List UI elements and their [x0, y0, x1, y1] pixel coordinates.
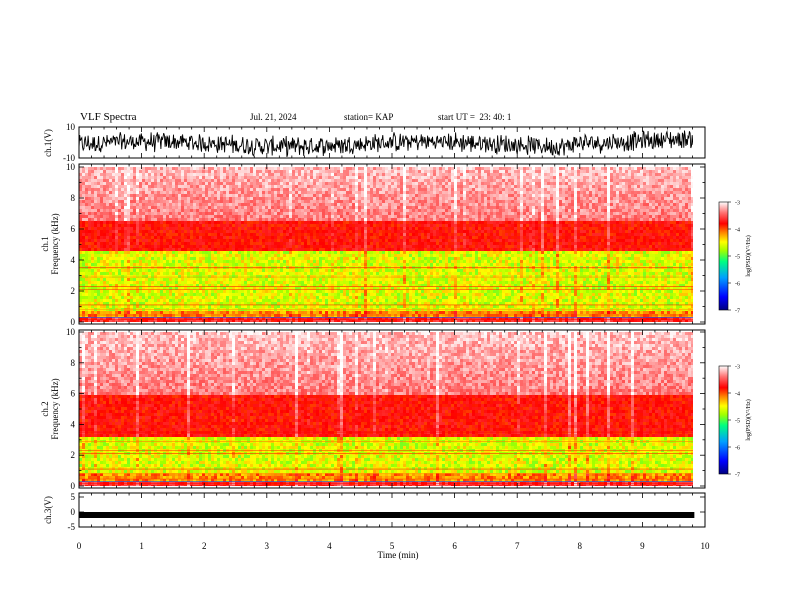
colorbar-ch1-tick-3: -6 — [735, 282, 740, 288]
ch1-waveform-trace — [79, 129, 693, 158]
ch2-spectrogram-ylabel: ch.2 Frequency (kHz) — [40, 378, 60, 439]
ch1-spec-ytick-2: 4 — [71, 255, 76, 265]
ch2-spec-ytick-3: 6 — [71, 389, 76, 399]
ch1-spec-ytick-0: 0 — [71, 317, 76, 327]
x-tick-label-2: 2 — [202, 541, 207, 551]
ch2-spec-ytick-5: 10 — [66, 327, 76, 337]
x-tick-label-4: 4 — [327, 541, 332, 551]
ch2-spec-ytick-1: 2 — [71, 450, 76, 460]
ch2-spectrogram — [79, 332, 693, 486]
start-time-label: start UT = 23: 40: 1 — [438, 112, 511, 122]
ch2-spec-ytick-2: 4 — [71, 419, 76, 429]
x-tick-label-0: 0 — [77, 541, 82, 551]
ch1-spec-cells — [79, 167, 693, 322]
date-label: Jul. 21, 2024 — [250, 112, 297, 122]
x-tick-label-3: 3 — [265, 541, 270, 551]
colorbar-ch1-tick-0: -3 — [735, 201, 740, 207]
colorbar-ch2-label: log(PSD)(V²/Hz) — [745, 399, 752, 440]
colorbar-ch1: -3 -4 -5 -6 -7 log(PSD)(V²/Hz) — [718, 201, 752, 315]
x-axis-label: Time (min) — [378, 550, 419, 560]
x-tick-label-10: 10 — [701, 541, 711, 551]
x-tick-label-6: 6 — [452, 541, 457, 551]
ch1-wave-ytick-0: 10 — [66, 122, 76, 132]
ch1-spectrogram-ylabel: ch.1 Frequency (kHz) — [40, 213, 60, 274]
ch3-waveform-ylabel: ch.3(V) — [43, 496, 53, 524]
ch1-spec-ytick-4: 8 — [71, 193, 76, 203]
ch1-wave-ytick-1: -10 — [63, 153, 75, 163]
x-tick-label-9: 9 — [640, 541, 645, 551]
ch3-wave-ytick-2: -5 — [68, 522, 76, 532]
station-label: station= KAP — [344, 112, 393, 122]
ch1-waveform-ylabel: ch.1(V) — [43, 129, 53, 157]
colorbar-ch2-tick-0: -3 — [735, 365, 740, 371]
x-tick-label-5: 5 — [390, 541, 395, 551]
ch3-wave-ytick-0: 5 — [71, 492, 76, 502]
x-tick-label-1: 1 — [139, 541, 144, 551]
colorbar-ch2-tick-4: -7 — [735, 473, 740, 479]
colorbar-ch1-tick-1: -4 — [735, 228, 740, 234]
ch1-spec-ytick-3: 6 — [71, 224, 76, 234]
ch3-waveform-trace — [79, 512, 695, 518]
ch2-spec-cells — [79, 332, 693, 486]
chart-title: VLF Spectra — [80, 111, 137, 123]
colorbar-ch1-tick-2: -5 — [735, 255, 740, 261]
colorbar-ch2-tick-3: -6 — [735, 446, 740, 452]
ch3-waveform-frame — [78, 492, 706, 528]
ch2-spec-ytick-4: 8 — [71, 358, 76, 368]
axis-ticks — [78, 126, 706, 528]
ch1-waveform-line — [79, 129, 693, 158]
ch3-waveform-line — [79, 512, 695, 518]
colorbar-ch2-tick-1: -4 — [735, 392, 740, 398]
x-tick-label-8: 8 — [578, 541, 583, 551]
colorbar-ch1-tick-4: -7 — [735, 309, 740, 315]
colorbar-ch2: -3 -4 -5 -6 -7 log(PSD)(V²/Hz) — [718, 365, 752, 479]
ch1-spec-ytick-1: 2 — [71, 286, 76, 296]
colorbar-ch2-tick-2: -5 — [735, 419, 740, 425]
ch3-wave-ytick-1: 0 — [71, 507, 76, 517]
ch2-spec-ytick-0: 0 — [71, 481, 76, 491]
x-tick-label-7: 7 — [515, 541, 520, 551]
ch1-spec-ytick-5: 10 — [66, 162, 76, 172]
colorbar-ch1-label: log(PSD)(V²/Hz) — [745, 235, 752, 276]
ch1-spectrogram — [79, 167, 693, 322]
